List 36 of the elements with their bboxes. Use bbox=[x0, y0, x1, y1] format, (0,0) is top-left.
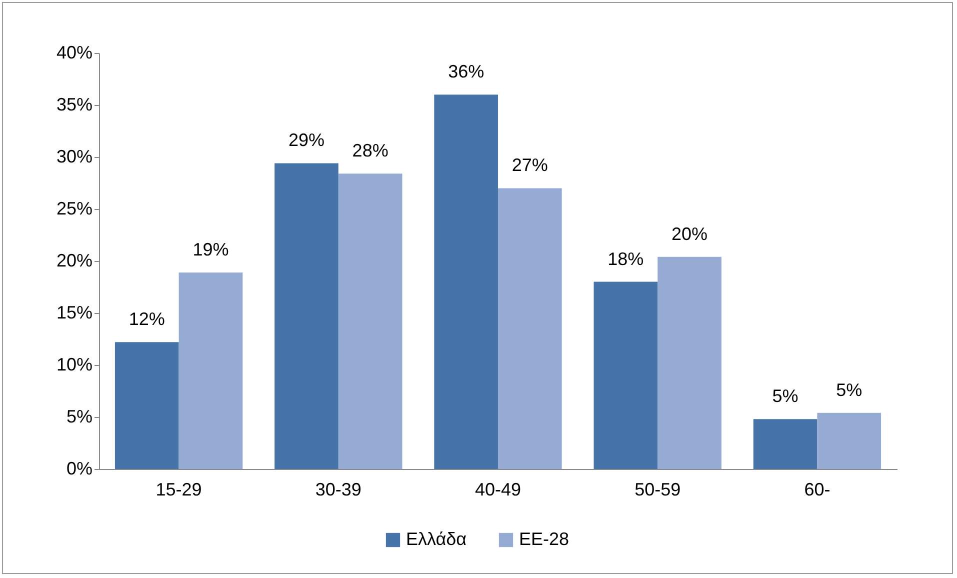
legend-label: ΕΕ-28 bbox=[519, 529, 570, 549]
y-tick-label: 15% bbox=[56, 302, 92, 322]
data-label: 19% bbox=[192, 239, 229, 260]
bar bbox=[274, 163, 338, 469]
y-tick-label: 30% bbox=[56, 146, 92, 166]
bar bbox=[498, 188, 562, 469]
data-label: 20% bbox=[672, 224, 708, 244]
data-label: 5% bbox=[772, 386, 798, 406]
x-tick-label: 50-59 bbox=[634, 480, 681, 500]
data-label: 5% bbox=[836, 380, 862, 400]
bar bbox=[658, 256, 722, 469]
bar bbox=[178, 272, 243, 469]
data-label: 12% bbox=[128, 309, 165, 330]
data-label: 27% bbox=[512, 155, 548, 176]
data-label: 36% bbox=[448, 62, 484, 82]
y-tick-label: 20% bbox=[56, 250, 92, 270]
data-label: 29% bbox=[288, 130, 324, 150]
x-tick-label: 60- bbox=[804, 480, 830, 500]
bar bbox=[753, 419, 818, 469]
bar bbox=[114, 342, 179, 469]
y-tick-label: 40% bbox=[56, 42, 92, 62]
y-tick-label: 25% bbox=[56, 198, 92, 218]
bar bbox=[594, 282, 658, 469]
y-tick-label: 5% bbox=[66, 406, 92, 426]
y-tick-label: 0% bbox=[66, 458, 92, 478]
data-label: 18% bbox=[608, 248, 644, 269]
y-tick-label: 35% bbox=[56, 94, 92, 114]
y-tick-label: 10% bbox=[56, 354, 92, 374]
bar bbox=[338, 174, 402, 469]
x-tick-label: 30-39 bbox=[315, 480, 362, 500]
legend-label: Ελλάδα bbox=[406, 529, 467, 549]
bar bbox=[817, 412, 882, 469]
x-tick-label: 15-29 bbox=[156, 480, 202, 500]
data-label: 28% bbox=[352, 140, 388, 161]
x-tick-label: 40-49 bbox=[474, 480, 522, 500]
bar bbox=[434, 94, 498, 469]
